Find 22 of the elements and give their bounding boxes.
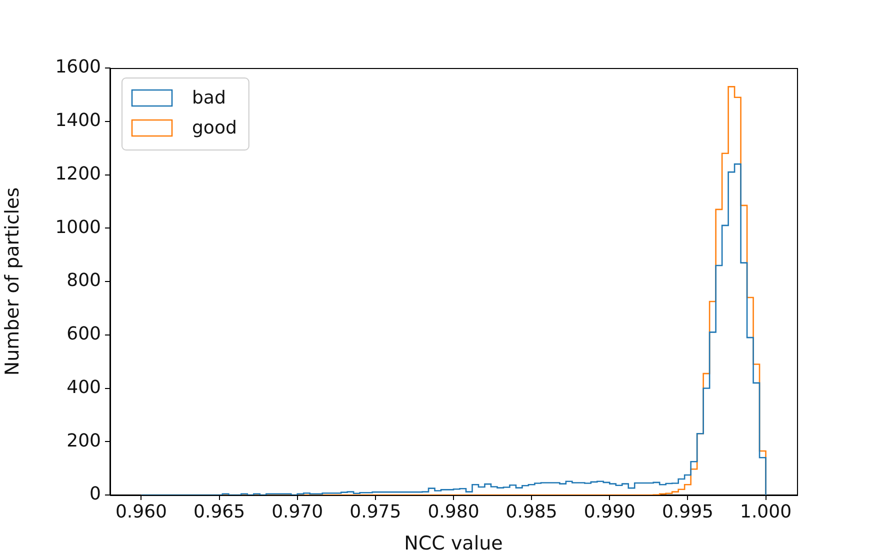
legend-label: good — [192, 118, 237, 139]
x-tick-label: 0.980 — [428, 501, 480, 522]
x-tick-label: 0.985 — [506, 501, 558, 522]
x-tick-label: 1.000 — [740, 501, 792, 522]
y-tick-label: 200 — [66, 430, 101, 452]
x-tick-label: 0.995 — [662, 501, 714, 522]
x-axis-title: NCC value — [404, 532, 503, 555]
y-axis-title: Number of particles — [1, 187, 24, 376]
legend-label: bad — [192, 88, 226, 109]
y-tick-label: 1400 — [55, 110, 101, 132]
y-tick-label: 600 — [66, 324, 101, 345]
y-tick-label: 0 — [90, 484, 101, 505]
x-tick-label: 0.975 — [350, 501, 402, 522]
x-tick-label: 0.970 — [272, 501, 324, 522]
y-tick-label: 1600 — [55, 56, 101, 78]
x-tick-label: 0.965 — [194, 501, 246, 522]
x-tick-label: 0.990 — [584, 501, 636, 522]
y-tick-label: 400 — [66, 376, 101, 398]
y-tick-label: 1000 — [55, 216, 101, 238]
x-tick-label: 0.960 — [115, 501, 167, 522]
y-tick-label: 1200 — [55, 163, 101, 184]
y-tick-label: 800 — [66, 270, 101, 292]
